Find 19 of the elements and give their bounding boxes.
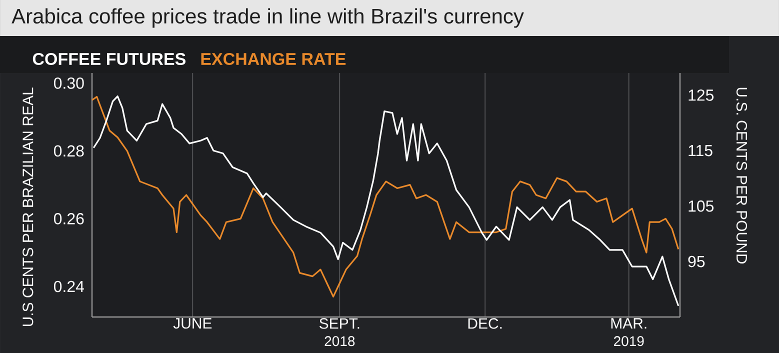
text: 2019: [614, 336, 644, 346]
y-axis-title: U.S CENTS PER BRAZILIAN REAL: [22, 88, 34, 326]
x-tick-label: MAR.: [611, 318, 646, 329]
y2-tick-label: 95: [688, 256, 705, 268]
y-tick-label: 0.26: [54, 213, 84, 224]
y-tick-label: 0.30: [54, 78, 84, 89]
chart-title: Arabica coffee prices trade in line with Brazil's currency: [12, 8, 524, 28]
x-tick-label: SEPT.: [320, 318, 360, 329]
y2-tick-label: 125: [688, 90, 714, 101]
x-tick-label: DEC.: [468, 318, 502, 329]
y2-tick-label: 115: [688, 145, 712, 156]
text: COFFEE FUTURES: [32, 52, 186, 66]
y-tick-label: 0.24: [54, 280, 84, 292]
text: EXCHANGE RATE: [201, 52, 346, 66]
y2-tick-label: 105: [688, 200, 714, 212]
text: 2018: [324, 336, 355, 346]
x-tick-label: JUNE: [173, 318, 212, 329]
y2-axis-title: U.S. CENTS PER POUND: [736, 88, 748, 264]
y-tick-label: 0.28: [54, 145, 84, 157]
